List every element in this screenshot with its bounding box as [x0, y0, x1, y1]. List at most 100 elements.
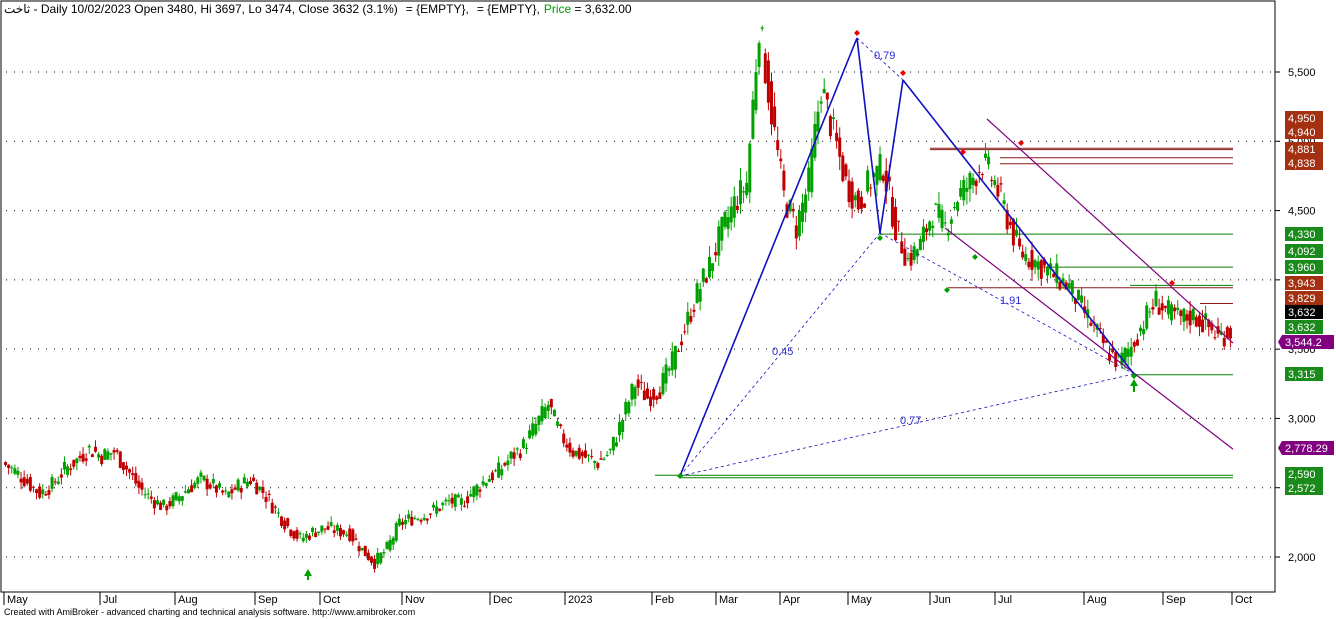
- price-label-text: 2,572: [1288, 483, 1316, 495]
- candle-up: [707, 256, 711, 278]
- price-label: 3,632: [1285, 305, 1323, 319]
- candle-down: [1083, 306, 1087, 313]
- candle-up: [621, 419, 625, 433]
- candle-down: [124, 465, 128, 470]
- candle-down: [410, 516, 414, 526]
- candle-up: [494, 470, 498, 472]
- candle-down: [1213, 337, 1217, 339]
- candle-down: [208, 484, 212, 489]
- candle-up: [956, 202, 960, 211]
- candle-up: [431, 504, 435, 508]
- pivot-low-marker: [677, 473, 683, 479]
- candle-up: [1086, 309, 1090, 319]
- candle-down: [903, 248, 907, 266]
- x-axis-ticks: May Jul Aug Sep Oct Nov Dec 2023 Feb Mar Apr May Jun…: [3, 592, 1252, 606]
- price-label-bg: [1285, 125, 1323, 139]
- ratio-label: 0.77: [900, 415, 921, 427]
- candle-up: [918, 238, 922, 251]
- candle-up: [385, 542, 389, 549]
- candle-down: [881, 175, 885, 182]
- price-label: 4,950: [1285, 111, 1323, 125]
- price-label: 4,330: [1285, 227, 1323, 241]
- candle-down: [264, 496, 268, 502]
- candle-down: [652, 389, 656, 400]
- candle-down: [84, 458, 88, 461]
- candle-up: [931, 225, 935, 228]
- candle-down: [1008, 221, 1012, 226]
- price-label: 3,943: [1285, 276, 1323, 290]
- candle-up: [66, 466, 70, 475]
- candle-down: [490, 472, 494, 481]
- candle-down: [503, 462, 507, 466]
- candle-down: [118, 451, 122, 468]
- candle-down: [676, 350, 680, 352]
- candle-down: [512, 452, 516, 459]
- candle-down: [7, 464, 11, 468]
- x-tick-label: Sep: [1166, 594, 1186, 606]
- candle-up: [304, 533, 308, 538]
- candle-down: [239, 487, 243, 493]
- candle-up: [1045, 266, 1049, 276]
- candle-up: [667, 368, 671, 371]
- candle-down: [261, 486, 265, 494]
- x-tick-label: Mar: [719, 594, 738, 606]
- price-label-text: 4,940: [1288, 127, 1316, 139]
- candle-down: [47, 490, 51, 495]
- candle-up: [971, 177, 975, 186]
- x-tick-label: Jul: [103, 594, 117, 606]
- candle-up: [475, 484, 479, 496]
- candle-down: [1042, 259, 1046, 266]
- candle-down: [159, 502, 163, 510]
- x-tick-label: May: [851, 594, 872, 606]
- candle-up: [62, 461, 66, 470]
- candle-down: [704, 278, 708, 283]
- candle-up: [156, 500, 159, 505]
- candle-down: [1197, 315, 1201, 327]
- candle-down: [131, 473, 135, 476]
- candle-down: [887, 176, 891, 182]
- candle-up: [317, 531, 321, 533]
- candle-down: [1058, 281, 1062, 290]
- price-label-bg: [1278, 335, 1334, 349]
- candle-down: [692, 309, 696, 312]
- candle-down: [214, 485, 218, 493]
- price-label-text: 3,315: [1288, 369, 1316, 381]
- chart-title: ثاخت - Daily 10/02/2023 Open 3480, Hi 36…: [4, 2, 632, 16]
- candle-down: [165, 505, 169, 511]
- pivot-low-marker: [972, 254, 978, 260]
- price-label-text: 4,330: [1288, 229, 1316, 241]
- candle-down: [354, 538, 358, 540]
- candle-up: [720, 216, 724, 241]
- candle-down: [884, 170, 888, 192]
- candle-up: [832, 117, 836, 119]
- price-label-text: 4,881: [1288, 144, 1316, 156]
- candle-down: [655, 396, 659, 400]
- horizontal-levels: [655, 147, 1233, 479]
- candle-down: [252, 477, 256, 481]
- candle-up: [745, 182, 749, 196]
- price-label-text: 2,590: [1288, 469, 1316, 481]
- candle-up: [245, 481, 249, 487]
- candle-up: [1166, 300, 1170, 315]
- swing-lines: [679, 37, 1135, 477]
- x-tick-label: Feb: [655, 594, 674, 606]
- candle-up: [413, 517, 417, 519]
- candle-up: [627, 401, 631, 414]
- candle-up: [711, 263, 715, 272]
- candle-down: [205, 478, 209, 490]
- candle-down: [93, 446, 97, 452]
- candle-down: [152, 500, 156, 509]
- x-tick-label: Sep: [258, 594, 278, 606]
- candle-down: [735, 205, 739, 211]
- price-label-text: 2,778.29: [1285, 443, 1328, 455]
- candle-up: [75, 458, 79, 464]
- candle-down: [1207, 319, 1211, 328]
- candle-up: [952, 206, 956, 208]
- candle-up: [177, 496, 181, 502]
- candle-up: [174, 492, 178, 501]
- candle-up: [698, 289, 702, 302]
- ohlc-summary: - Daily 10/02/2023 Open 3480, Hi 3697, L…: [30, 2, 398, 16]
- price-label-bg: [1285, 467, 1323, 481]
- candle-up: [748, 143, 752, 193]
- candle-down: [292, 531, 296, 539]
